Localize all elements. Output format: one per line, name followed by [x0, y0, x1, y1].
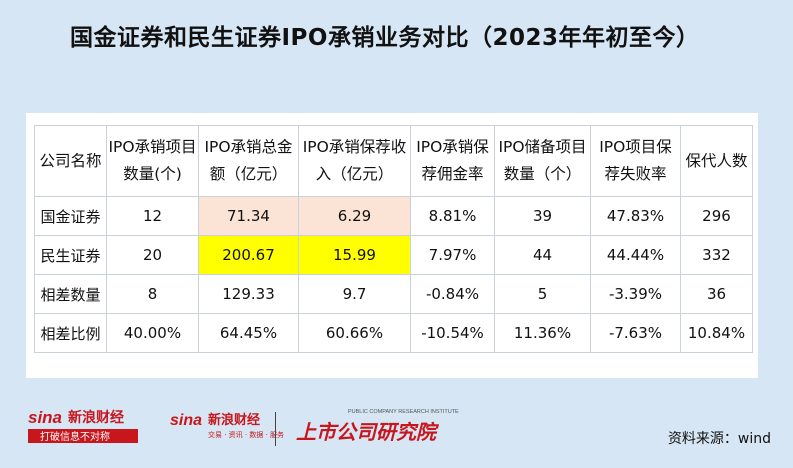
table-cell: 60.66%	[298, 313, 411, 353]
table-cell: 129.33	[198, 274, 299, 314]
header-failure-rate: IPO项目保 荐失败率	[590, 125, 681, 197]
table-cell: 36	[680, 274, 753, 314]
table-row: 相差数量 8 129.33 9.7 -0.84% 5 -3.39% 36	[34, 274, 753, 314]
svg-text:PUBLIC COMPANY RESEARCH INSTIT: PUBLIC COMPANY RESEARCH INSTITUTE	[348, 409, 459, 415]
table-cell: 11.36%	[494, 313, 591, 353]
header-reserve-projects: IPO储备项目 数量（个）	[494, 125, 591, 197]
header-commission-rate: IPO承销保 荐佣金率	[410, 125, 495, 197]
header-sponsor-reps: 保代人数	[680, 125, 753, 197]
table-cell: 39	[494, 196, 591, 236]
svg-text:打破信息不对称: 打破信息不对称	[40, 430, 110, 443]
sina-finance-logo-secondary: sina 新浪财经 交易 · 资讯 · 数据 · 服务	[170, 412, 284, 439]
table-cell: 相差比例	[34, 313, 107, 353]
table-header-row: 公司名称 IPO承销项目 数量(个) IPO承销总金 额（亿元） IPO承销保荐收入…	[34, 125, 753, 197]
svg-text:新浪财经: 新浪财经	[68, 409, 124, 426]
sina-finance-logo: sina 新浪财经 打破信息不对称	[28, 408, 138, 443]
table-cell: 国金证券	[34, 196, 107, 236]
table-cell: 296	[680, 196, 753, 236]
data-source: 资料来源：wind	[667, 431, 771, 447]
table-cell: 9.7	[298, 274, 411, 314]
table-cell-highlight: 200.67	[198, 235, 299, 275]
page-title: 国金证券和民生证券IPO承销业务对比（2023年年初至今）	[70, 25, 700, 51]
table-cell: 8	[106, 274, 199, 314]
svg-text:sina: sina	[170, 412, 202, 429]
table-cell: 12	[106, 196, 199, 236]
header-ipo-sponsor-income: IPO承销保荐收 入（亿元）	[298, 125, 411, 197]
table-cell: 332	[680, 235, 753, 275]
table-cell: -3.39%	[590, 274, 681, 314]
footer-logos: sina 新浪财经 打破信息不对称 sina 新浪财经 交易 · 资讯 · 数据…	[26, 403, 496, 453]
table-cell: 7.97%	[410, 235, 495, 275]
header-ipo-underwriting-count: IPO承销项目 数量(个)	[106, 125, 199, 197]
comparison-table-panel: 公司名称 IPO承销项目 数量(个) IPO承销总金 额（亿元） IPO承销保荐收入…	[26, 113, 758, 378]
svg-text:新浪财经: 新浪财经	[208, 412, 260, 428]
svg-text:交易 · 资讯 · 数据 · 服务: 交易 · 资讯 · 数据 · 服务	[208, 430, 284, 439]
table-cell: -0.84%	[410, 274, 495, 314]
table-cell-highlight: 15.99	[298, 235, 411, 275]
table-cell-highlight: 71.34	[198, 196, 299, 236]
table-cell: 20	[106, 235, 199, 275]
header-company-name: 公司名称	[34, 125, 107, 197]
research-institute-logo: PUBLIC COMPANY RESEARCH INSTITUTE 上市公司研究…	[296, 409, 459, 444]
svg-text:sina: sina	[28, 408, 62, 427]
table-cell: 64.45%	[198, 313, 299, 353]
table-cell: -7.63%	[590, 313, 681, 353]
table-cell: 40.00%	[106, 313, 199, 353]
table-cell: 5	[494, 274, 591, 314]
table-row: 国金证券 12 71.34 6.29 8.81% 39 47.83% 296	[34, 196, 753, 236]
header-ipo-underwriting-amount: IPO承销总金 额（亿元）	[198, 125, 299, 197]
table-cell: 相差数量	[34, 274, 107, 314]
logo-divider	[275, 412, 276, 446]
table-cell: 民生证券	[34, 235, 107, 275]
table-cell: 47.83%	[590, 196, 681, 236]
table-cell: 8.81%	[410, 196, 495, 236]
table-cell: -10.54%	[410, 313, 495, 353]
table-row: 民生证券 20 200.67 15.99 7.97% 44 44.44% 332	[34, 235, 753, 275]
table-cell: 44	[494, 235, 591, 275]
table-cell: 44.44%	[590, 235, 681, 275]
table-cell-highlight: 6.29	[298, 196, 411, 236]
comparison-table: 公司名称 IPO承销项目 数量(个) IPO承销总金 额（亿元） IPO承销保荐收入…	[34, 125, 753, 353]
table-row: 相差比例 40.00% 64.45% 60.66% -10.54% 11.36%…	[34, 313, 753, 353]
svg-text:上市公司研究院: 上市公司研究院	[296, 420, 440, 444]
table-cell: 10.84%	[680, 313, 753, 353]
